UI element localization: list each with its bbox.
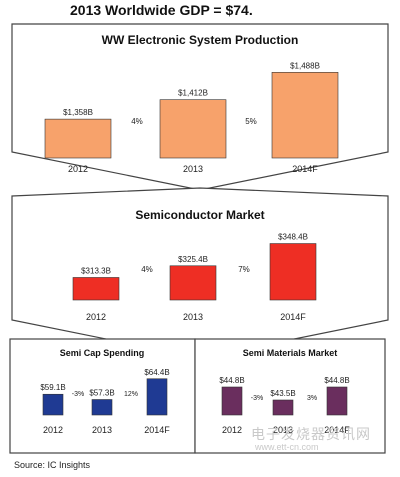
growth-label: -3% (251, 395, 263, 402)
bar (159, 99, 227, 159)
data-label: $57.3B (89, 389, 114, 398)
growth-label: 3% (307, 395, 317, 402)
tick-label: 2013 (183, 164, 203, 174)
growth-label: 5% (245, 117, 257, 126)
bar (271, 72, 339, 159)
data-label: $313.3B (81, 266, 111, 275)
growth-label: -3% (72, 391, 84, 398)
bar (326, 386, 348, 416)
chart-3: Semi Cap Spending $59.1B 2012 $57.3B 2013 $64… (40, 348, 170, 435)
chart-title: Semiconductor Market (135, 208, 264, 222)
bar (269, 243, 317, 301)
tick-label: 2013 (183, 312, 203, 322)
data-label: $1,412B (178, 89, 208, 98)
bar (221, 386, 243, 416)
growth-label: 4% (141, 265, 153, 274)
bar (42, 393, 64, 416)
page-title: 2013 Worldwide GDP = $74. (70, 2, 253, 18)
bar (272, 399, 294, 416)
data-label: $43.5B (270, 389, 295, 398)
watermark-url: www.ett-cn.com (255, 442, 319, 452)
chart-4: Semi Materials Market $44.8B 2012 $43.5B 201… (219, 348, 350, 435)
watermark-brand: 电子发烧器资讯网 (251, 426, 371, 442)
watermark: 电子发烧器资讯网 www.ett-cn.com (225, 424, 395, 458)
data-label: $348.4B (278, 233, 308, 242)
growth-label: 12% (124, 391, 138, 398)
tick-label: 2014F (292, 164, 318, 174)
chart-title: Semi Cap Spending (60, 348, 145, 358)
chart-title: WW Electronic System Production (102, 33, 299, 47)
data-label: $44.8B (324, 376, 349, 385)
tick-label: 2012 (68, 164, 88, 174)
tick-label: 2014F (144, 425, 170, 435)
growth-label: 7% (238, 265, 250, 274)
tick-label: 2012 (222, 425, 242, 435)
bar (169, 265, 217, 301)
chart-title: Semi Materials Market (243, 348, 338, 358)
data-label: $64.4B (144, 368, 169, 377)
tick-label: 2013 (273, 425, 293, 435)
growth-label: 4% (131, 117, 143, 126)
tick-label: 2014F (324, 425, 350, 435)
chart-1: WW Electronic System Production $1,358B 20… (44, 33, 339, 174)
tick-label: 2014F (280, 312, 306, 322)
tick-label: 2013 (92, 425, 112, 435)
source-note: Source: IC Insights (14, 460, 91, 470)
bar (91, 399, 113, 416)
bar (146, 378, 168, 416)
data-label: $59.1B (40, 383, 65, 392)
tick-label: 2012 (86, 312, 106, 322)
chart-2: Semiconductor Market $313.3B 2012 $325.4B 20… (72, 208, 317, 322)
data-label: $44.8B (219, 376, 244, 385)
bar (44, 118, 112, 159)
data-label: $1,488B (290, 61, 320, 70)
data-label: $325.4B (178, 255, 208, 264)
tick-label: 2012 (43, 425, 63, 435)
data-label: $1,358B (63, 108, 93, 117)
bar (72, 277, 120, 301)
